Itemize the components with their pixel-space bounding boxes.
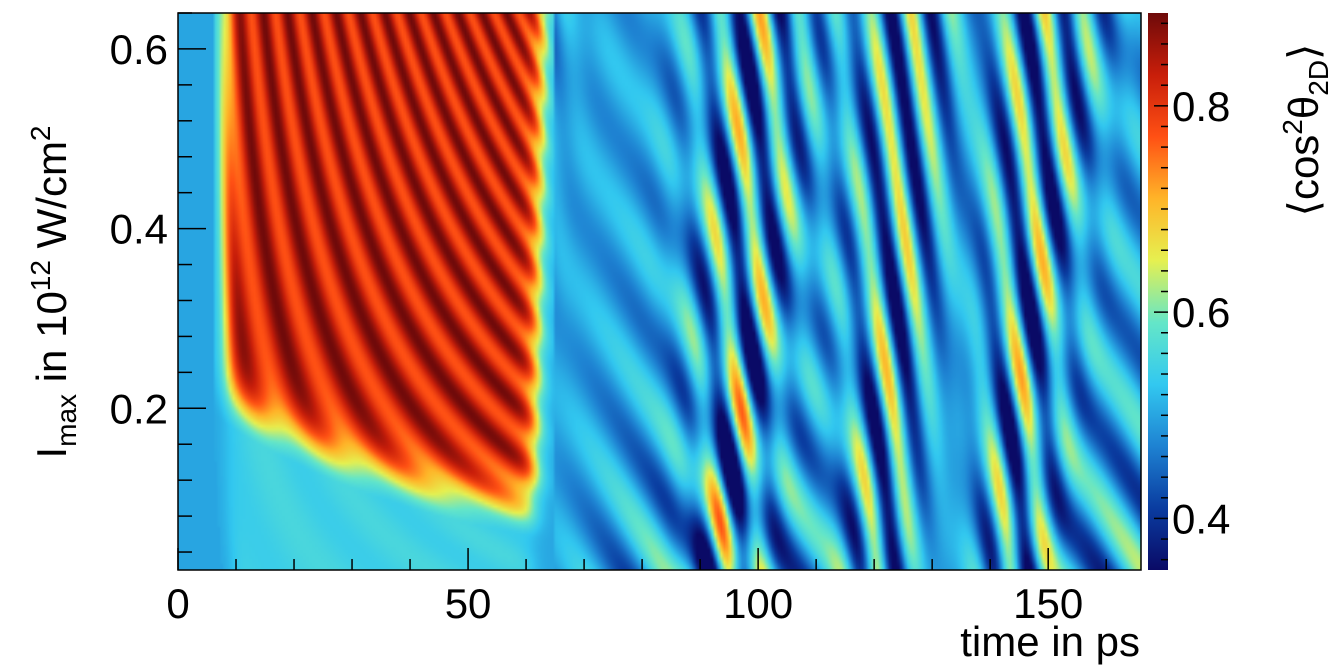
- y-tick-label: 0.2: [110, 385, 168, 432]
- y-tick-label: 0.4: [110, 206, 168, 253]
- z-label-close: ⟩: [1280, 44, 1327, 60]
- x-tick-label: 150: [1013, 580, 1083, 627]
- x-tick-label: 0: [166, 580, 189, 627]
- axes: 0 50 100 150 0.2 0.4 0.6 0.4 0.6 0.8: [110, 12, 1230, 627]
- colorbar-label: ⟨cos2θ2D⟩: [1277, 44, 1333, 217]
- z-label-theta: θ: [1280, 96, 1327, 119]
- z-label-sub: 2D: [1303, 60, 1333, 96]
- colorbar-tick-label: 0.6: [1172, 289, 1230, 336]
- z-label-open: ⟨: [1280, 200, 1327, 216]
- y-label-main: I: [28, 447, 75, 459]
- colorbar-gradient: [1148, 13, 1168, 570]
- y-label-sup2: 2: [25, 125, 56, 141]
- heatmap-plot-area: [178, 13, 1141, 570]
- colorbar: [1148, 13, 1168, 570]
- y-label-sup: 12: [25, 260, 56, 291]
- z-label-sup: 2: [1277, 119, 1308, 135]
- y-label-mid: in 10: [28, 291, 75, 394]
- y-tick-label: 0.6: [110, 26, 168, 73]
- x-tick-label: 100: [723, 580, 793, 627]
- x-tick-label: 50: [445, 580, 492, 627]
- z-label-main: cos: [1280, 135, 1327, 200]
- x-axis-label: time in ps: [960, 618, 1140, 665]
- heatmap-image: [178, 13, 1141, 570]
- colorbar-tick-label: 0.8: [1172, 83, 1230, 130]
- colorbar-tick-label: 0.4: [1172, 495, 1230, 542]
- plot-frame: [177, 12, 1142, 571]
- y-label-unit: W/cm: [28, 141, 75, 260]
- y-label-sub: max: [51, 394, 82, 447]
- y-axis-label: Imax in 1012 W/cm2: [25, 125, 82, 458]
